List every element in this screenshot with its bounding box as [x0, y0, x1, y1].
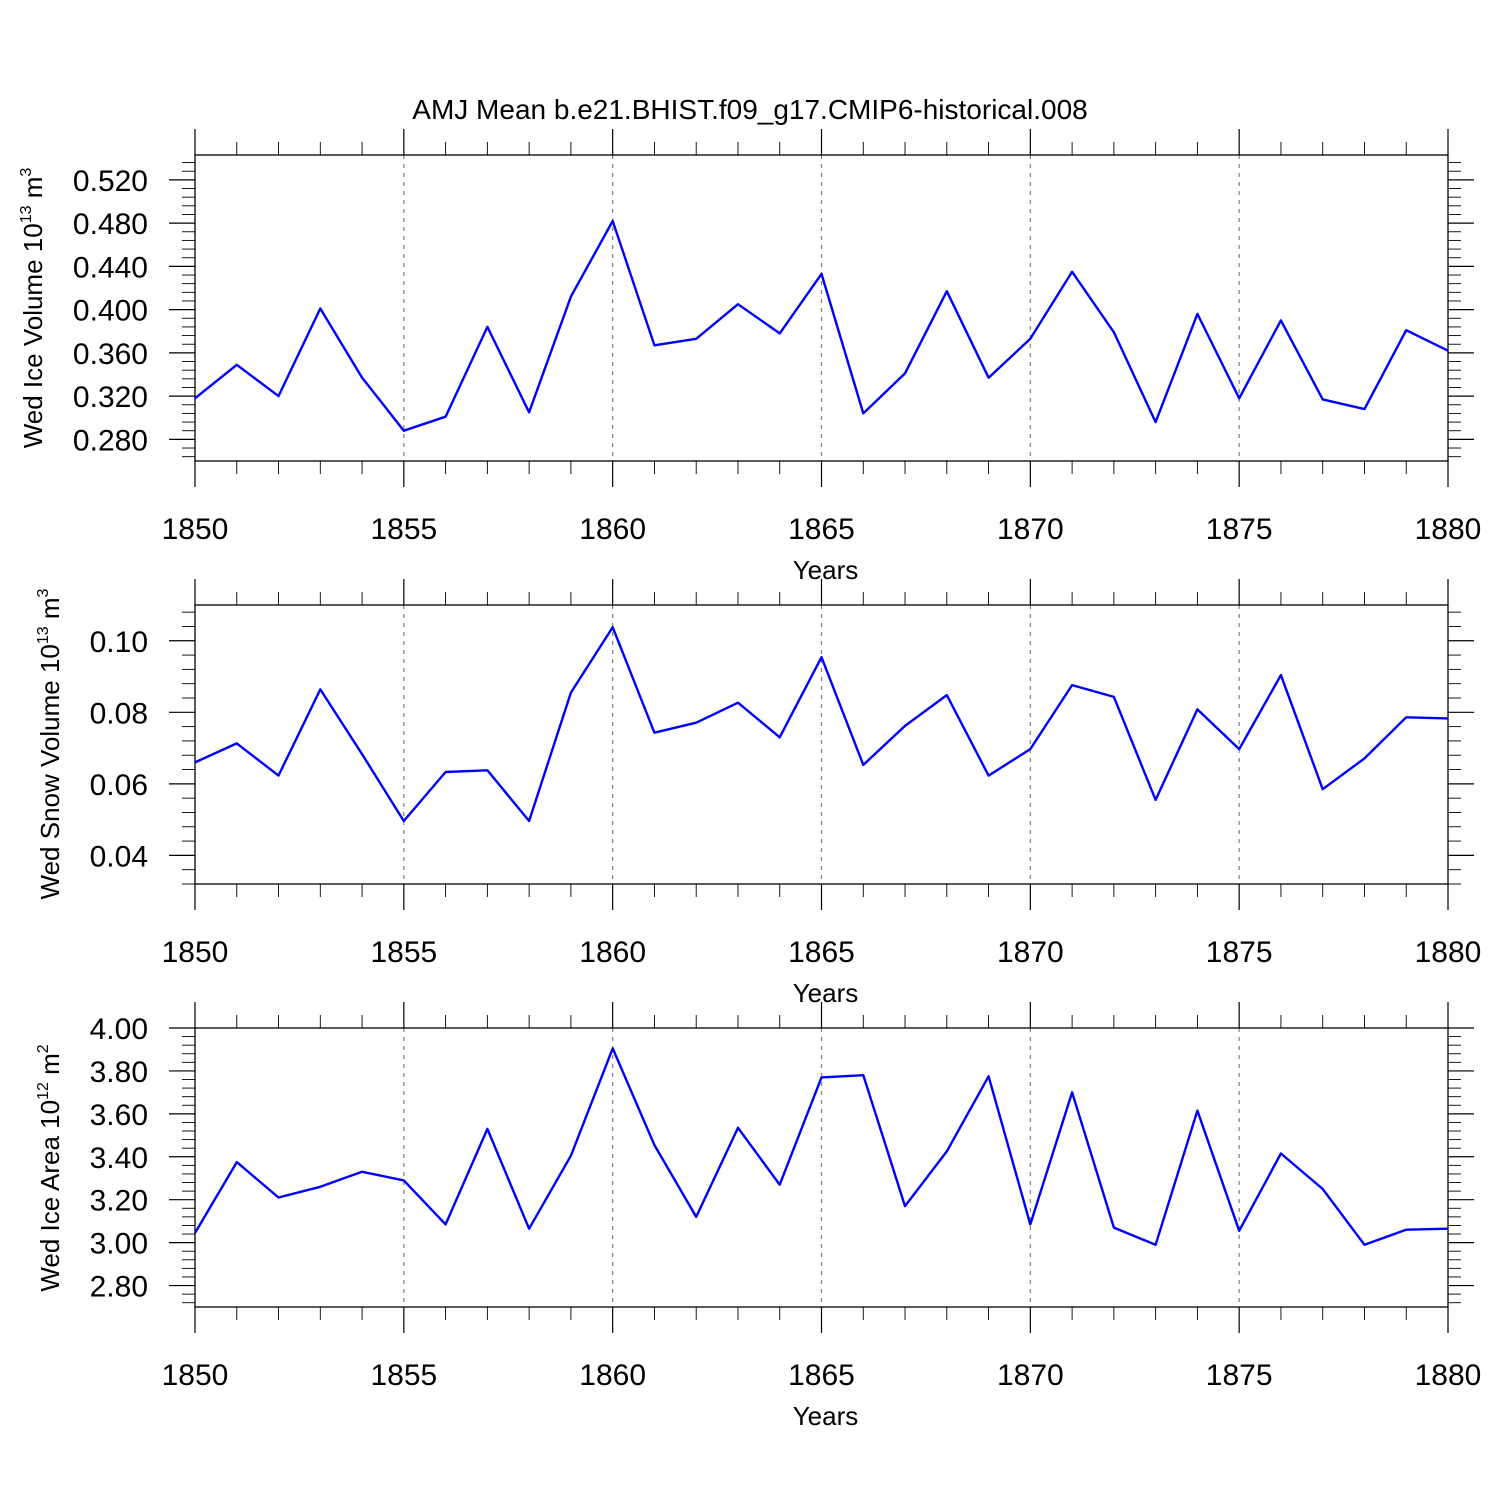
y-axis-title: Wed Snow Volume 1013 m3	[35, 588, 65, 899]
y-tick-label: 4.00	[90, 1013, 148, 1046]
y-tick-label: 0.360	[73, 338, 148, 371]
y-tick-label: 3.20	[90, 1185, 148, 1218]
y-tick-label: 0.08	[90, 697, 148, 730]
y-axis-title: Wed Ice Area 1012 m2	[35, 1044, 65, 1291]
x-tick-label: 1860	[579, 513, 646, 546]
y-tick-label: 0.520	[73, 165, 148, 198]
x-axis-title: Years	[793, 1401, 859, 1431]
x-tick-label: 1850	[162, 936, 229, 969]
figure-title: AMJ Mean b.e21.BHIST.f09_g17.CMIP6-histo…	[412, 94, 1087, 125]
panel-1: 0.280 0.320 0.360 0.400 0.440 0.480 0.520 1850 1…	[18, 129, 1481, 585]
series-line	[194, 219, 1449, 432]
y-tick-label: 3.60	[90, 1099, 148, 1132]
y-tick-label: 0.10	[90, 626, 148, 659]
x-tick-label: 1850	[162, 513, 229, 546]
y-tick-label: 3.40	[90, 1142, 148, 1175]
x-tick-label: 1880	[1415, 936, 1482, 969]
x-tick-label: 1870	[997, 936, 1064, 969]
y-tick-label: 0.400	[73, 295, 148, 328]
y-tick-label: 0.06	[90, 769, 148, 802]
x-axis-title: Years	[793, 555, 859, 585]
x-tick-label: 1855	[370, 936, 437, 969]
y-tick-label: 0.480	[73, 208, 148, 241]
y-tick-label: 0.280	[73, 424, 148, 457]
x-tick-label: 1880	[1415, 513, 1482, 546]
x-tick-label: 1870	[997, 1359, 1064, 1392]
y-tick-label: 3.00	[90, 1228, 148, 1261]
x-tick-label: 1855	[370, 1359, 437, 1392]
x-tick-label: 1860	[579, 936, 646, 969]
x-tick-label: 1875	[1206, 936, 1273, 969]
y-tick-label: 2.80	[90, 1271, 148, 1304]
x-tick-label: 1865	[788, 1359, 855, 1392]
y-tick-label: 0.440	[73, 251, 148, 284]
x-tick-label: 1880	[1415, 1359, 1482, 1392]
x-tick-label: 1850	[162, 1359, 229, 1392]
y-tick-label: 0.04	[90, 840, 148, 873]
x-tick-label: 1865	[788, 513, 855, 546]
panel-3: 2.80 3.00 3.20 3.40 3.60 3.80 4.00 1850 1855 1860…	[35, 1002, 1481, 1431]
x-tick-label: 1865	[788, 936, 855, 969]
x-axis-title: Years	[793, 978, 859, 1008]
x-tick-label: 1870	[997, 513, 1064, 546]
x-tick-label: 1855	[370, 513, 437, 546]
x-tick-label: 1860	[579, 1359, 646, 1392]
x-tick-label: 1875	[1206, 1359, 1273, 1392]
series-line	[193, 1047, 1449, 1247]
x-tick-label: 1875	[1206, 513, 1273, 546]
y-tick-label: 0.320	[73, 381, 148, 414]
y-tick-label: 3.80	[90, 1056, 148, 1089]
series-line	[194, 626, 1449, 823]
y-axis-title: Wed Ice Volume 1013 m3	[18, 168, 48, 449]
panel-2: 0.04 0.06 0.08 0.10 1850 1855 1860 1865 1870 1875…	[35, 579, 1481, 1008]
